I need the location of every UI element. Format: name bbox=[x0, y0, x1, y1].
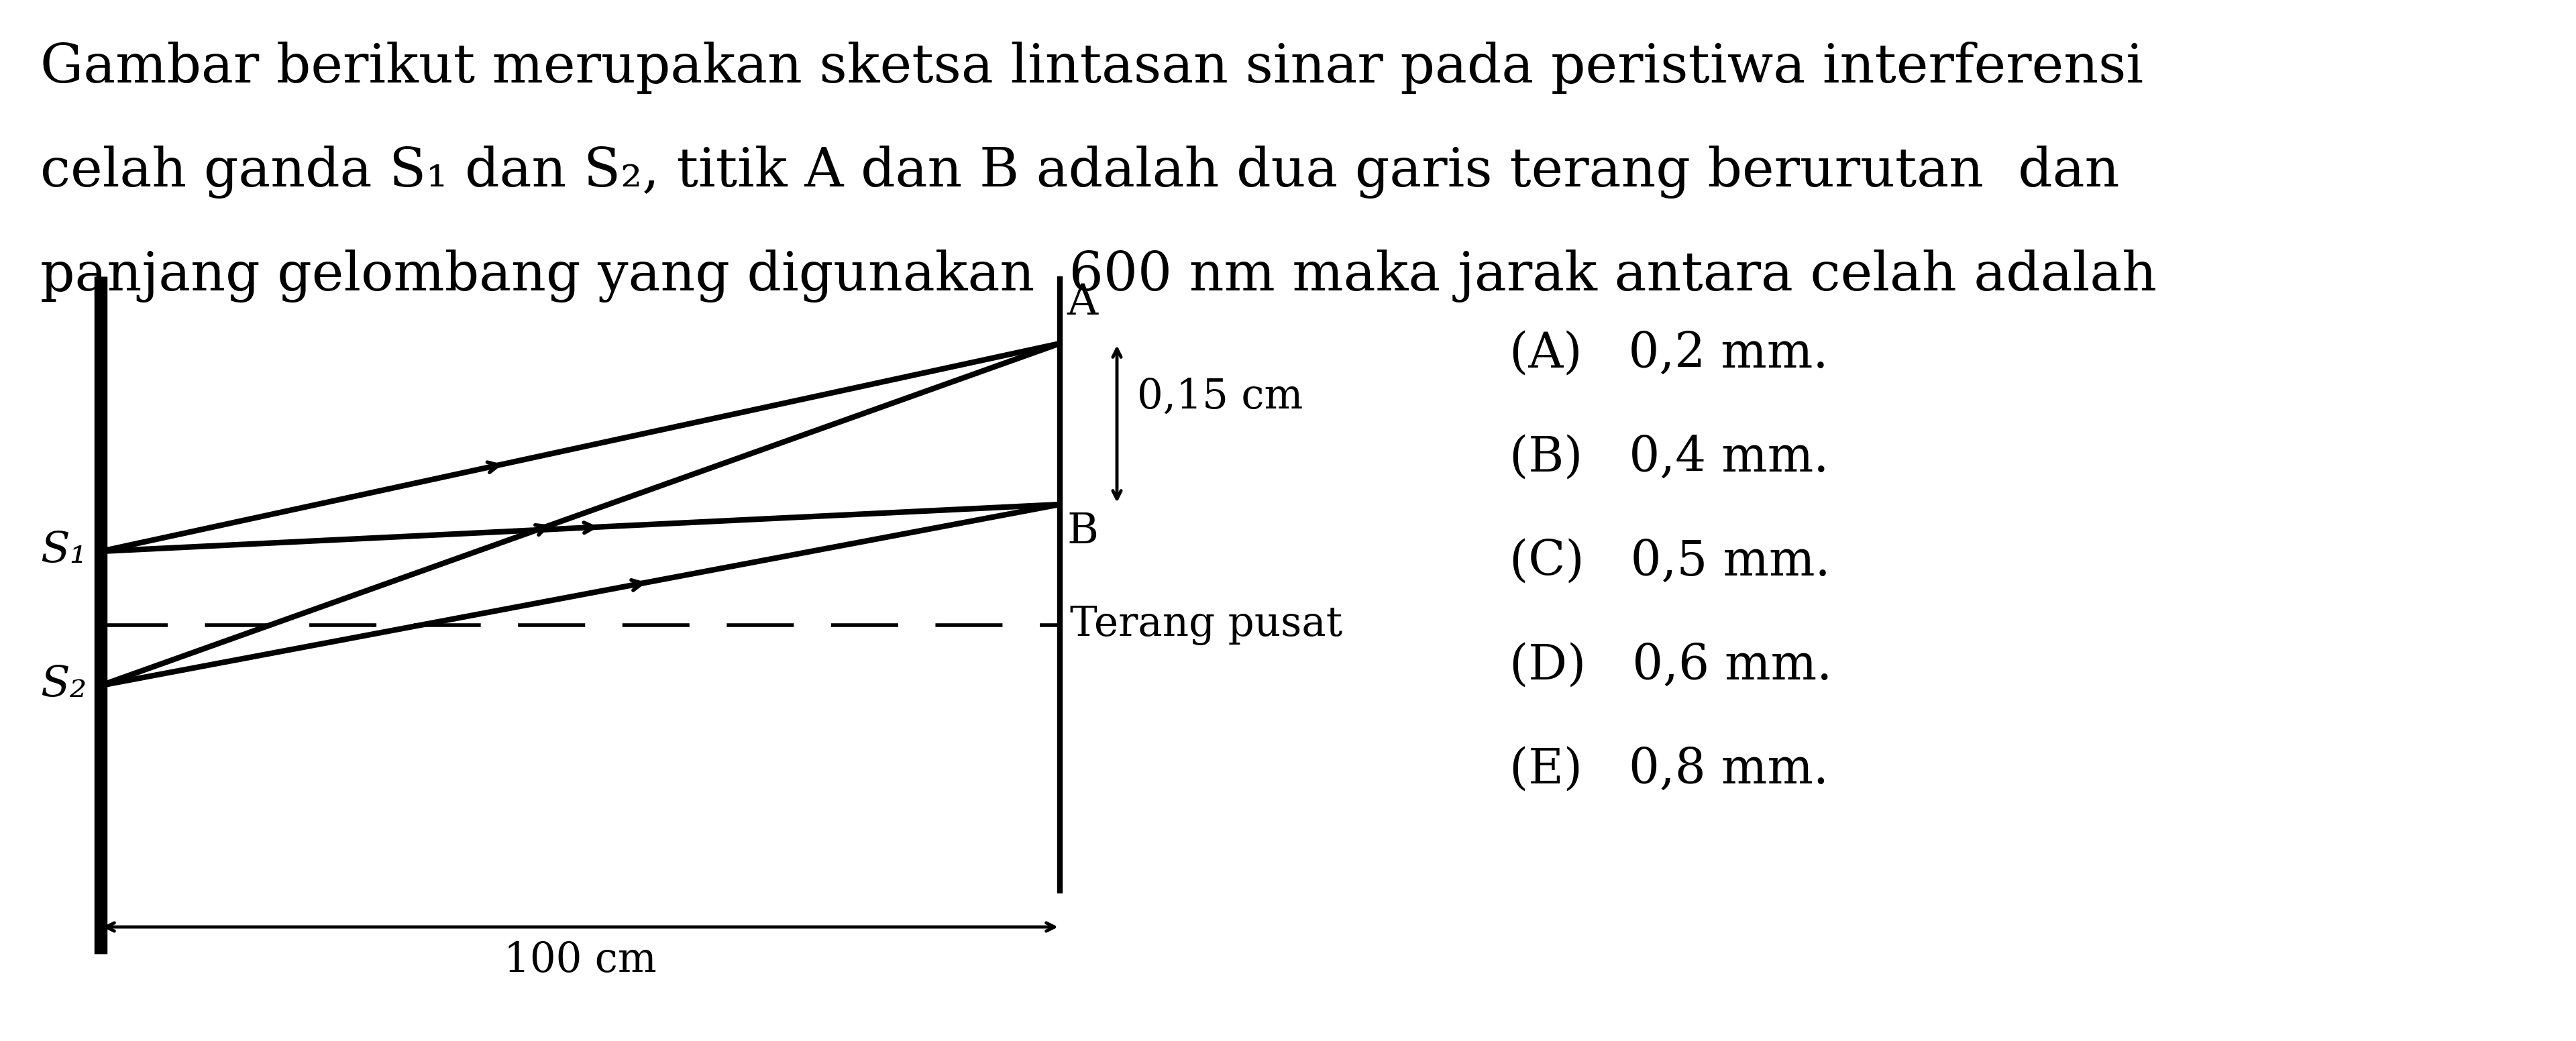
Text: A: A bbox=[1066, 282, 1097, 324]
Text: (E)   0,8 mm.: (E) 0,8 mm. bbox=[1510, 745, 1829, 793]
Text: S₁: S₁ bbox=[41, 531, 88, 572]
Text: 0,15 cm: 0,15 cm bbox=[1136, 377, 1303, 417]
Text: (D)   0,6 mm.: (D) 0,6 mm. bbox=[1510, 642, 1832, 689]
Text: B: B bbox=[1066, 511, 1097, 552]
Text: Terang pusat: Terang pusat bbox=[1069, 605, 1342, 645]
Text: (C)   0,5 mm.: (C) 0,5 mm. bbox=[1510, 538, 1832, 585]
Text: Gambar berikut merupakan sketsa lintasan sinar pada peristiwa interferensi: Gambar berikut merupakan sketsa lintasan… bbox=[41, 42, 2143, 94]
Text: S₂: S₂ bbox=[41, 665, 88, 706]
Text: (A)   0,2 mm.: (A) 0,2 mm. bbox=[1510, 330, 1829, 377]
Text: (B)   0,4 mm.: (B) 0,4 mm. bbox=[1510, 434, 1829, 481]
Text: celah ganda S₁ dan S₂, titik A dan B adalah dua garis terang berurutan  dan: celah ganda S₁ dan S₂, titik A dan B ada… bbox=[41, 146, 2120, 199]
Text: panjang gelombang yang digunakan  600 nm maka jarak antara celah adalah: panjang gelombang yang digunakan 600 nm … bbox=[41, 250, 2156, 303]
Text: 100 cm: 100 cm bbox=[505, 940, 657, 981]
